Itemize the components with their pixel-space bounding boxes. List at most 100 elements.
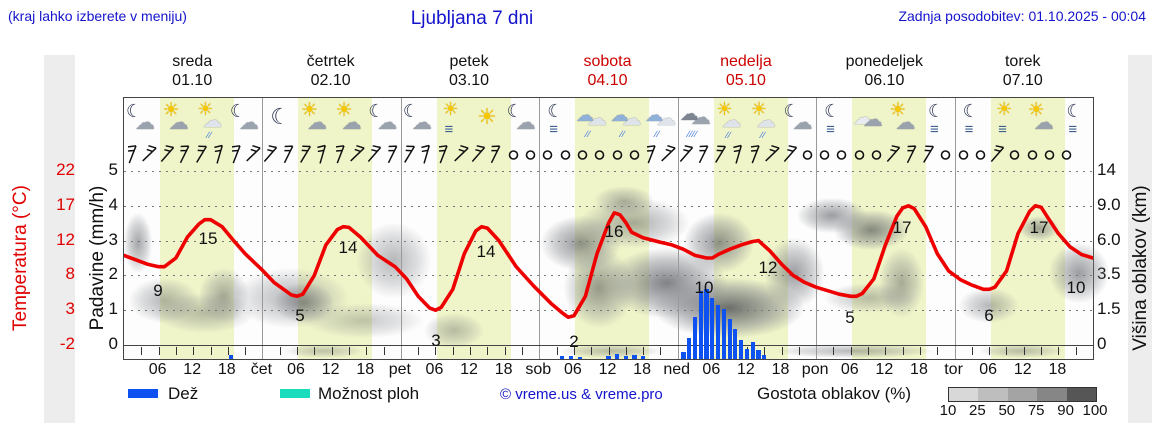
hour-label: 12 [321, 361, 340, 378]
weather-icon-moon-cloud: ☾ ☁ [401, 100, 436, 142]
day-name: nedelja [720, 53, 772, 70]
weather-icon-moon-fog: ☾ ≡ [955, 100, 990, 142]
x-tick [591, 347, 593, 355]
weather-icon-moon-cloud: ☾ ☁ [124, 100, 159, 142]
cloud-icon: ☁ [645, 105, 664, 125]
rain-bar [721, 308, 726, 359]
day-name: ponedeljek [845, 53, 924, 70]
day-abbr-label: tor [944, 361, 963, 378]
wind-barb-icon [750, 145, 760, 164]
day-boundary-line [816, 98, 818, 359]
wind-barb-icon [647, 145, 656, 164]
day-name: sobota [583, 53, 632, 70]
showers-legend-swatch [280, 389, 310, 398]
cloud-icon: ☁ [575, 105, 594, 125]
axis-tick-label: 3 [108, 229, 118, 249]
axis-tick-label: 22 [56, 160, 75, 179]
last-update: Zadnja posodobitev: 01.10.2025 - 00:04 [898, 8, 1146, 24]
weather-icon-cloud-rain: ☁ ☁ ∕∕ [643, 100, 678, 142]
rain-drops-icon: ∕∕∕∕ [687, 129, 698, 139]
x-tick [781, 347, 783, 355]
calm-circle-icon [837, 150, 847, 160]
wind-barb-icon [368, 145, 382, 162]
day-boundary-line [539, 98, 541, 359]
cloud-icon: ☁ [238, 112, 259, 134]
x-tick [937, 347, 939, 355]
cloud-density-blob [129, 278, 199, 323]
rain-bar [715, 305, 721, 359]
wind-symbol-barb [989, 143, 1006, 167]
wind-symbol-barb [920, 143, 937, 167]
moon-icon: ☾ [1066, 101, 1083, 121]
wind-symbol-barb [453, 143, 470, 167]
x-tick [193, 347, 195, 355]
rain-bar [756, 350, 761, 359]
showers-legend-label: Možnost ploh [318, 384, 420, 403]
gridline [124, 240, 1093, 242]
wind-barb-icon [698, 145, 709, 164]
moon-icon: ☾ [824, 101, 841, 121]
wind-symbol-barb [211, 143, 228, 167]
cloud-density-blob [764, 238, 824, 308]
rain-bar [710, 298, 715, 359]
day-boundary-line [677, 98, 679, 359]
day-header: sobota 04.10 [538, 52, 678, 90]
wind-symbol-calm [1041, 143, 1058, 167]
credit-link[interactable]: © vreme.us & vreme.pro [500, 386, 663, 403]
wind-symbol-barb [193, 143, 210, 167]
hour-label: 12 [598, 361, 617, 378]
weather-icon-moon-fog: ☾ ≡ [816, 100, 851, 142]
x-tick [989, 347, 991, 355]
wind-symbol-barb [401, 143, 418, 167]
calm-circle-icon [1027, 150, 1038, 160]
cloud-density-scale [948, 387, 1097, 402]
cloud-density-blob [959, 288, 1019, 323]
temperature-value-label: 17 [892, 218, 912, 237]
cloud-icon: ☁ [168, 112, 189, 134]
calm-circle-icon [958, 150, 968, 160]
x-tick [141, 347, 143, 355]
sun-icon: ☀ [162, 100, 180, 121]
wind-symbol-barb [297, 143, 314, 167]
rain-bar [641, 356, 646, 359]
moon-icon: ☾ [927, 101, 945, 121]
calm-circle-icon [594, 150, 605, 160]
calm-circle-icon [1044, 150, 1055, 160]
density-tick-label: 100 [1082, 402, 1108, 419]
weather-icon-moon-fog: ☾ ≡ [539, 100, 574, 142]
wind-symbol-barb [124, 143, 141, 167]
hour-label: 18 [1048, 361, 1067, 378]
day-date: 02.10 [310, 72, 351, 89]
day-abbr-label: ned [663, 361, 691, 378]
moon-icon: ☾ [962, 101, 979, 121]
x-tick [798, 347, 800, 355]
day-boundary-line [262, 98, 264, 359]
wind-symbol-barb [487, 143, 504, 167]
wind-barb-icon [906, 145, 917, 164]
sun-icon: ☀ [889, 100, 907, 121]
day-date: 06.10 [864, 72, 905, 89]
wind-symbol-barb [678, 143, 695, 167]
cloud-icon: ☁ [610, 105, 629, 125]
rain-drops-icon: ∕∕ [207, 130, 213, 140]
cloud-icon: ☁ [721, 110, 742, 132]
x-tick [1075, 347, 1077, 355]
wind-symbol-calm [626, 143, 643, 167]
wind-symbol-calm [574, 143, 591, 167]
rain-drops-icon: ∕∕ [655, 129, 661, 139]
wind-symbol-barb [782, 143, 799, 167]
moon-icon: ☾ [229, 101, 246, 121]
day-abbr-label: čet [250, 361, 273, 378]
right-axis-strip [1128, 55, 1152, 423]
temperature-curve [124, 204, 1093, 319]
hour-label: 18 [771, 361, 790, 378]
axis-tick-label: 9.0 [1097, 194, 1121, 214]
weather-icon-cloud-heavy-rain: ☁ ☁ ∕∕∕∕ [678, 100, 713, 142]
temperature-value-label: 3 [431, 331, 441, 350]
x-tick [764, 347, 766, 355]
x-tick [366, 347, 368, 355]
day-name: petek [449, 53, 489, 70]
density-segment [978, 388, 1008, 401]
axis-tick-label: 3 [65, 299, 75, 319]
weather-icon-sun-cloud: ☀ ☁ [159, 100, 194, 142]
